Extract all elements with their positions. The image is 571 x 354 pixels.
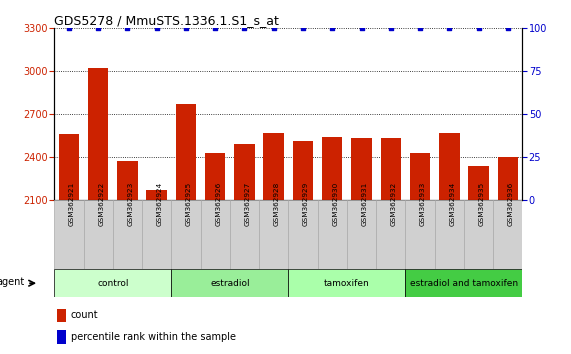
Bar [439,133,460,200]
Bar [410,153,431,200]
Point [152,25,161,31]
Bar [263,133,284,200]
FancyBboxPatch shape [259,200,288,269]
FancyBboxPatch shape [83,200,113,269]
Bar [468,166,489,200]
FancyBboxPatch shape [435,200,464,269]
Point [123,25,132,31]
Text: GSM362927: GSM362927 [244,181,251,225]
Text: estradiol: estradiol [210,279,250,288]
Point [299,25,308,31]
Point [416,25,425,31]
Text: GSM362928: GSM362928 [274,181,280,225]
Text: GSM362924: GSM362924 [156,181,163,225]
Point [269,25,278,31]
Text: GDS5278 / MmuSTS.1336.1.S1_s_at: GDS5278 / MmuSTS.1336.1.S1_s_at [54,14,279,27]
Text: percentile rank within the sample: percentile rank within the sample [71,332,236,342]
Bar [351,138,372,200]
FancyBboxPatch shape [142,200,171,269]
FancyBboxPatch shape [171,269,288,297]
Text: GSM362930: GSM362930 [332,181,338,225]
Bar [57,309,66,322]
Point [386,25,395,31]
Point [474,25,483,31]
Text: GSM362926: GSM362926 [215,181,221,225]
Point [503,25,512,31]
Bar [146,190,167,200]
Point [328,25,337,31]
Point [240,25,249,31]
Bar [88,68,108,200]
Point [182,25,191,31]
Text: GSM362936: GSM362936 [508,181,514,225]
Text: GSM362932: GSM362932 [391,181,397,225]
Text: GSM362921: GSM362921 [69,181,75,225]
FancyBboxPatch shape [113,200,142,269]
Bar [322,137,343,200]
Text: GSM362929: GSM362929 [303,181,309,225]
Text: GSM362935: GSM362935 [478,181,485,225]
Point [94,25,103,31]
FancyBboxPatch shape [54,269,171,297]
Point [445,25,454,31]
Text: control: control [97,279,128,288]
FancyBboxPatch shape [405,269,522,297]
Text: count: count [71,310,98,320]
Bar [293,141,313,200]
Bar [497,157,518,200]
Text: GSM362931: GSM362931 [361,181,368,225]
FancyBboxPatch shape [288,269,405,297]
Bar [234,144,255,200]
FancyBboxPatch shape [171,200,200,269]
Text: GSM362925: GSM362925 [186,181,192,225]
FancyBboxPatch shape [230,200,259,269]
FancyBboxPatch shape [200,200,230,269]
FancyBboxPatch shape [464,200,493,269]
Bar [57,330,66,343]
Text: GSM362933: GSM362933 [420,181,426,225]
Text: GSM362922: GSM362922 [98,181,104,225]
Text: agent: agent [0,277,25,287]
FancyBboxPatch shape [54,200,83,269]
Bar [59,134,79,200]
FancyBboxPatch shape [405,200,435,269]
Text: GSM362923: GSM362923 [127,181,134,225]
Text: GSM362934: GSM362934 [449,181,455,225]
FancyBboxPatch shape [376,200,405,269]
Bar [205,153,226,200]
Text: tamoxifen: tamoxifen [324,279,370,288]
Text: estradiol and tamoxifen: estradiol and tamoxifen [410,279,518,288]
Bar [117,161,138,200]
FancyBboxPatch shape [347,200,376,269]
Point [357,25,366,31]
FancyBboxPatch shape [317,200,347,269]
Bar [380,138,401,200]
Point [65,25,74,31]
FancyBboxPatch shape [288,200,317,269]
Point [211,25,220,31]
Bar [176,104,196,200]
FancyBboxPatch shape [493,200,522,269]
